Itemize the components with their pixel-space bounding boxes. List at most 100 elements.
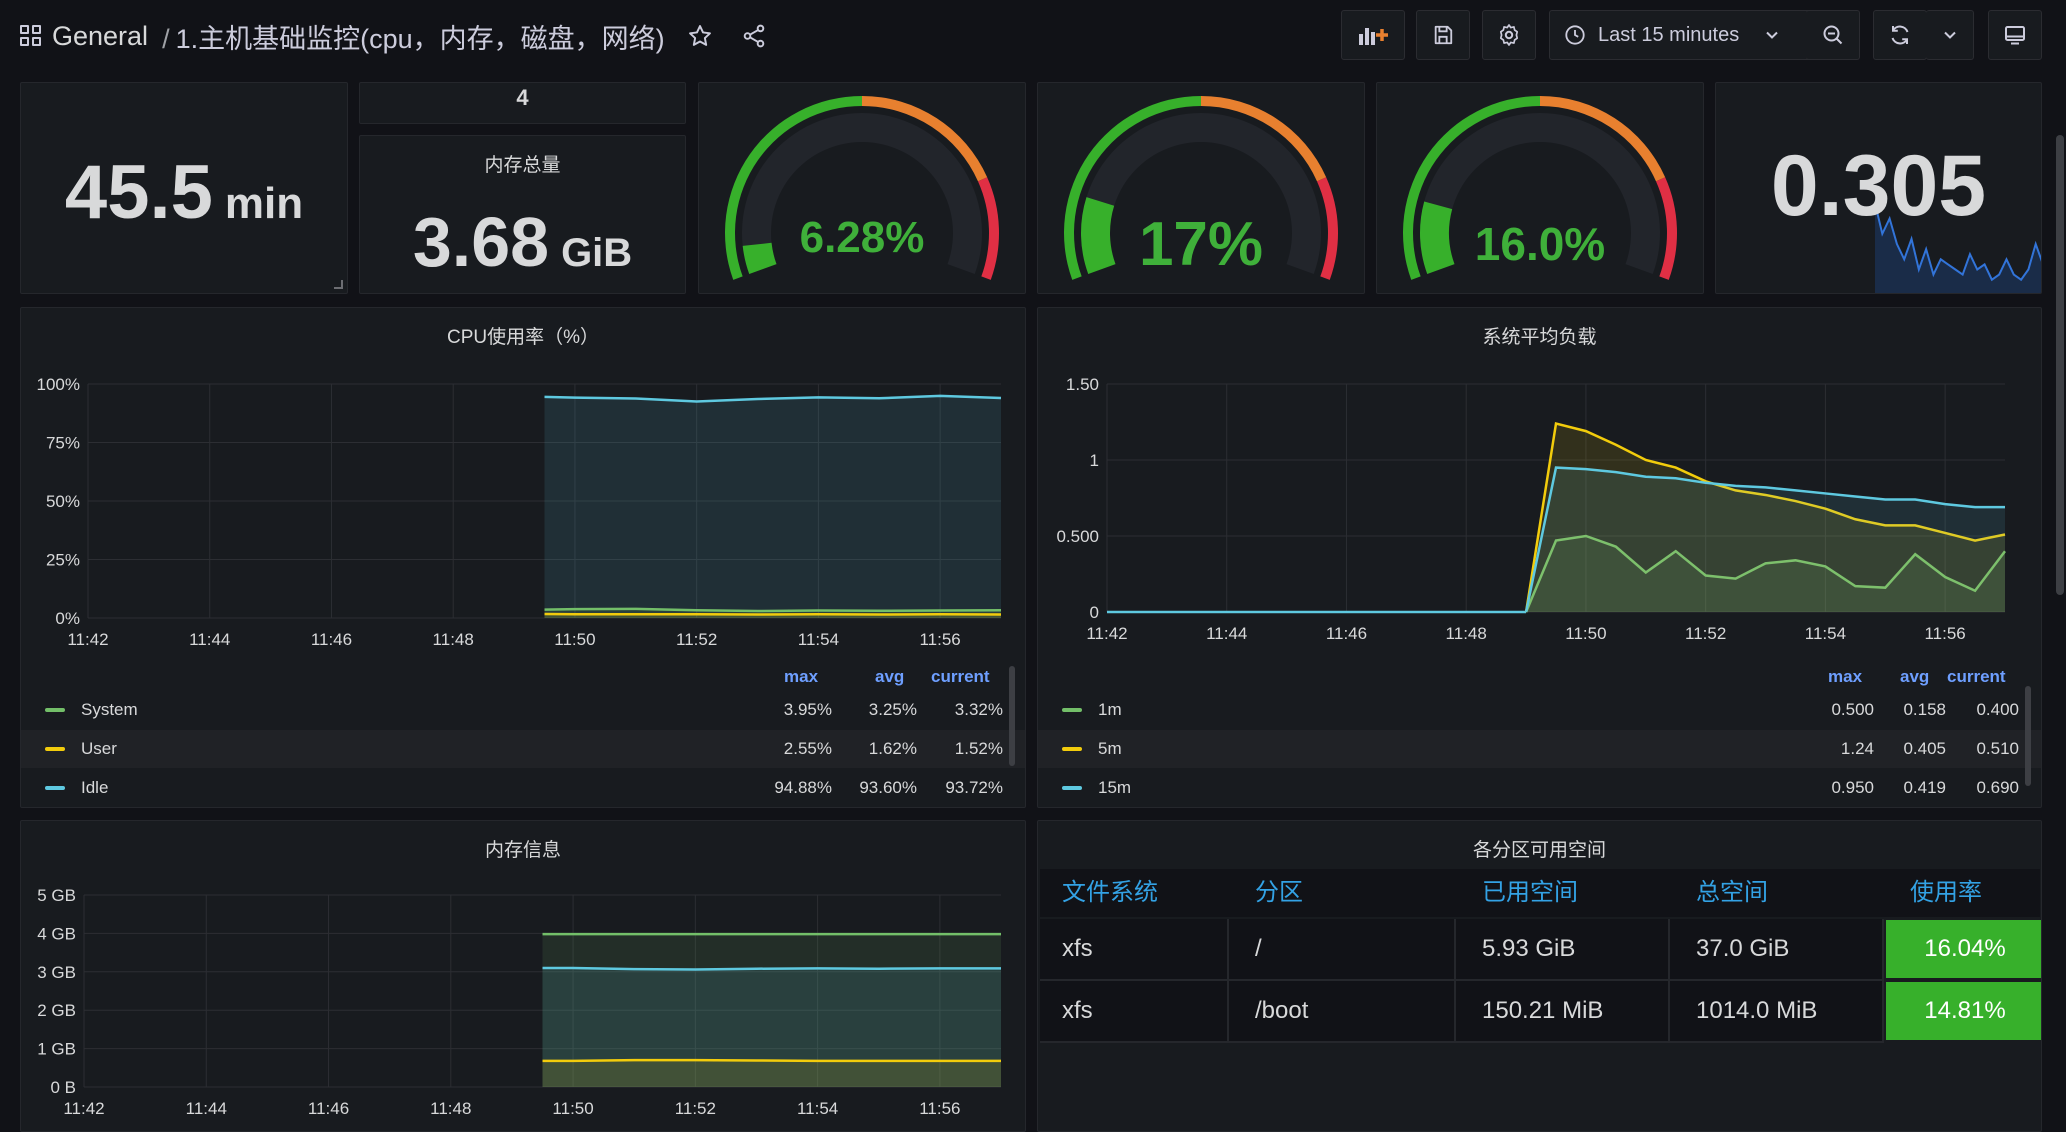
zoom-out-button[interactable] [1806, 10, 1860, 60]
x-tick-label: 11:48 [430, 1099, 471, 1118]
cell-total: 37.0 GiB [1696, 919, 1789, 979]
x-tick-label: 11:50 [554, 630, 595, 649]
cpu-cores-stat-panel[interactable]: 4 [359, 82, 686, 124]
legend-max: 0.500 [1831, 700, 1874, 720]
legend-scrollbar[interactable] [1009, 666, 1015, 766]
x-tick-label: 11:52 [1685, 624, 1726, 643]
x-tick-label: 11:50 [552, 1099, 593, 1118]
y-tick-label: 1.50 [1066, 375, 1099, 394]
legend-current: 0.690 [1976, 778, 2019, 798]
star-icon[interactable] [687, 23, 713, 49]
legend-row[interactable]: 1m 0.500 0.158 0.400 [1038, 691, 2041, 729]
legend-header-max[interactable]: max [1828, 667, 1862, 687]
refresh-button[interactable] [1873, 10, 1927, 60]
memory-total-value: 3.68 [413, 203, 549, 281]
save-icon [1432, 24, 1454, 46]
share-icon[interactable] [741, 23, 767, 49]
y-tick-label: 0 B [50, 1078, 76, 1097]
gauge-panel-1[interactable]: 6.28% [698, 82, 1026, 294]
legend-swatch [1062, 786, 1082, 790]
cell-usage: 14.81% [1886, 982, 2042, 1040]
legend-row[interactable]: System 3.95% 3.25% 3.32% [21, 691, 1025, 729]
legend-avg: 0.405 [1903, 739, 1946, 759]
cell-used: 5.93 GiB [1482, 919, 1575, 979]
column-header-filesystem[interactable]: 文件系统 [1062, 869, 1158, 917]
chevron-down-icon [1765, 28, 1779, 42]
load-spark-stat-panel[interactable]: 0.305 [1715, 82, 2042, 294]
column-header-total[interactable]: 总空间 [1696, 869, 1768, 917]
y-tick-label: 75% [46, 434, 80, 453]
legend-current: 93.72% [945, 778, 1003, 798]
apps-grid-icon[interactable] [20, 25, 42, 47]
cell-used: 150.21 MiB [1482, 981, 1603, 1041]
x-tick-label: 11:42 [1086, 624, 1127, 643]
column-header-used[interactable]: 已用空间 [1482, 869, 1578, 917]
refresh-icon [1888, 23, 1912, 47]
dashboard-navbar: General /1.主机基础监控(cpu，内存，磁盘，网络) Last 15 … [0, 0, 2066, 72]
dashboard-settings-button[interactable] [1482, 10, 1536, 60]
page-scrollbar[interactable] [2056, 135, 2064, 595]
legend-current: 1.52% [955, 739, 1003, 759]
resize-handle-icon[interactable] [334, 280, 343, 289]
refresh-interval-dropdown[interactable] [1926, 10, 1974, 60]
zoom-out-icon [1821, 23, 1845, 47]
legend-header-current[interactable]: current [1947, 667, 2006, 687]
y-tick-label: 4 GB [37, 924, 76, 943]
add-panel-button[interactable] [1341, 10, 1405, 60]
legend-row[interactable]: 15m 0.950 0.419 0.690 [1038, 769, 2041, 807]
x-tick-label: 11:44 [189, 630, 230, 649]
legend-row[interactable]: 5m 1.24 0.405 0.510 [1038, 730, 2041, 768]
legend-header-avg[interactable]: avg [1900, 667, 1929, 687]
column-header-usage[interactable]: 使用率 [1910, 869, 1982, 917]
legend-current: 3.32% [955, 700, 1003, 720]
chevron-down-icon [1943, 28, 1957, 42]
legend-series-name: System [81, 700, 138, 720]
legend-header-current[interactable]: current [931, 667, 990, 687]
gauge-panel-2[interactable]: 17% [1037, 82, 1365, 294]
cell-partition: /boot [1255, 981, 1308, 1041]
x-tick-label: 11:50 [1565, 624, 1606, 643]
legend-current: 0.510 [1976, 739, 2019, 759]
partition-space-panel[interactable]: 各分区可用空间 文件系统 分区 已用空间 总空间 使用率 xfs / 5.93 … [1037, 820, 2042, 1132]
legend-row[interactable]: User 2.55% 1.62% 1.52% [21, 730, 1025, 768]
tv-mode-icon [2003, 23, 2027, 47]
legend-avg: 3.25% [869, 700, 917, 720]
cpu-cores-value: 4 [360, 85, 685, 111]
legend-series-name: 15m [1098, 778, 1131, 798]
legend-max: 0.950 [1831, 778, 1874, 798]
gauge-1-value: 6.28% [699, 213, 1025, 263]
series-line-used [543, 1060, 1002, 1061]
folder-link[interactable]: General [52, 21, 148, 52]
legend-max: 94.88% [774, 778, 832, 798]
legend-header-max[interactable]: max [784, 667, 818, 687]
cell-usage: 16.04% [1886, 920, 2042, 978]
legend-scrollbar[interactable] [2025, 686, 2031, 786]
time-range-picker[interactable]: Last 15 minutes [1549, 10, 1819, 60]
tv-mode-button[interactable] [1988, 10, 2042, 60]
y-tick-label: 0 [1090, 603, 1099, 622]
legend-header-avg[interactable]: avg [875, 667, 904, 687]
gear-icon [1497, 23, 1521, 47]
clock-icon [1564, 24, 1586, 46]
x-tick-label: 11:52 [676, 630, 717, 649]
x-tick-label: 11:42 [63, 1099, 104, 1118]
legend-row[interactable]: Idle 94.88% 93.60% 93.72% [21, 769, 1025, 807]
gauge-2-value: 17% [1038, 209, 1364, 280]
dashboard-title[interactable]: 1.主机基础监控(cpu，内存，磁盘，网络) [176, 24, 665, 54]
y-tick-label: 100% [37, 375, 80, 394]
series-area-15m [1526, 468, 2005, 612]
legend-avg: 0.419 [1903, 778, 1946, 798]
save-dashboard-button[interactable] [1416, 10, 1470, 60]
y-tick-label: 3 GB [37, 963, 76, 982]
cell-partition: / [1255, 919, 1262, 979]
gauge-panel-3[interactable]: 16.0% [1376, 82, 1704, 294]
column-header-partition[interactable]: 分区 [1255, 869, 1303, 917]
